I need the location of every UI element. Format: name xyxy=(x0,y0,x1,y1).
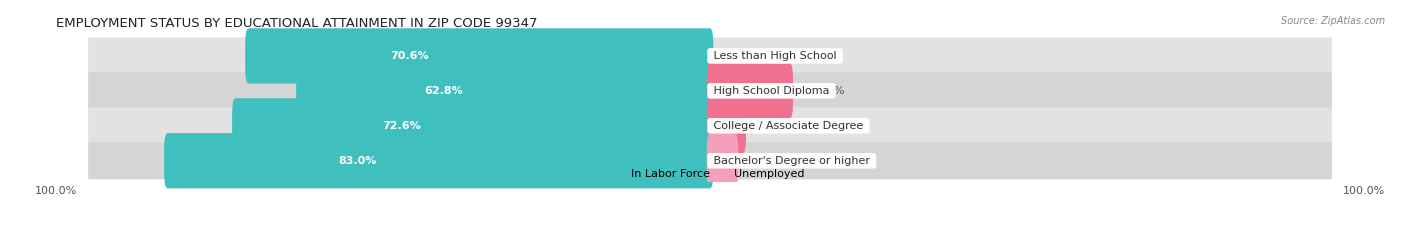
Text: 72.6%: 72.6% xyxy=(382,121,420,131)
FancyBboxPatch shape xyxy=(232,98,713,154)
Text: 70.6%: 70.6% xyxy=(391,51,429,61)
FancyBboxPatch shape xyxy=(89,142,1331,179)
Text: 83.0%: 83.0% xyxy=(337,156,377,166)
Legend: In Labor Force, Unemployed: In Labor Force, Unemployed xyxy=(610,164,810,184)
FancyBboxPatch shape xyxy=(165,133,713,188)
Text: EMPLOYMENT STATUS BY EDUCATIONAL ATTAINMENT IN ZIP CODE 99347: EMPLOYMENT STATUS BY EDUCATIONAL ATTAINM… xyxy=(56,17,537,30)
FancyBboxPatch shape xyxy=(89,72,1331,110)
FancyBboxPatch shape xyxy=(707,133,738,188)
FancyBboxPatch shape xyxy=(707,98,747,154)
Text: 12.2%: 12.2% xyxy=(810,86,845,96)
Text: College / Associate Degree: College / Associate Degree xyxy=(710,121,866,131)
Text: Bachelor's Degree or higher: Bachelor's Degree or higher xyxy=(710,156,873,166)
Text: High School Diploma: High School Diploma xyxy=(710,86,832,96)
Text: 5.0%: 5.0% xyxy=(762,121,790,131)
FancyBboxPatch shape xyxy=(89,107,1331,144)
Text: Source: ZipAtlas.com: Source: ZipAtlas.com xyxy=(1281,16,1385,26)
FancyBboxPatch shape xyxy=(89,38,1331,75)
FancyBboxPatch shape xyxy=(245,28,713,84)
Text: 0.0%: 0.0% xyxy=(730,51,758,61)
FancyBboxPatch shape xyxy=(707,63,793,118)
Text: Less than High School: Less than High School xyxy=(710,51,841,61)
FancyBboxPatch shape xyxy=(297,63,713,118)
Text: 3.8%: 3.8% xyxy=(755,156,783,166)
Text: 62.8%: 62.8% xyxy=(423,86,463,96)
